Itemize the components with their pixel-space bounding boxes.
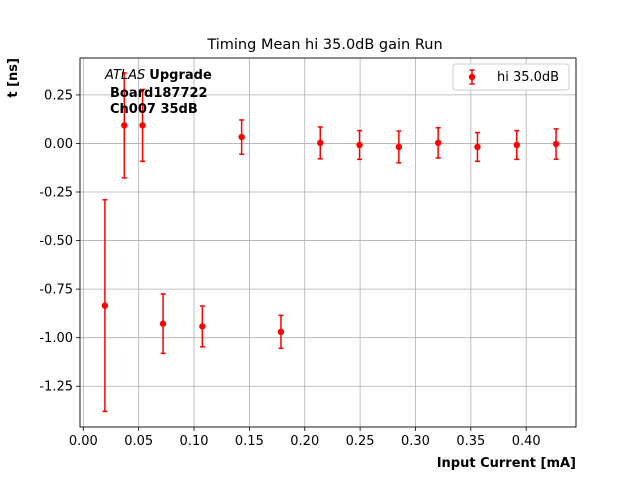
x-axis-label: Input Current [mA] [437, 456, 576, 471]
point-marker [159, 320, 167, 327]
chart-title: Timing Mean hi 35.0dB gain Run [206, 37, 442, 53]
y-axis: -1.25 -1.00 -0.75 -0.50 -0.25 0.00 0.25 [39, 88, 80, 395]
data-point [199, 305, 206, 348]
point-marker [356, 141, 363, 149]
x-tick-label: 0.00 [69, 434, 98, 449]
y-tick-label: -0.25 [39, 186, 73, 201]
y-tick-label: -0.75 [39, 283, 73, 298]
x-tick-label: 0.35 [456, 434, 485, 449]
point-marker [139, 122, 146, 129]
y-tick-label: 0.00 [44, 137, 73, 152]
point-marker [474, 143, 481, 151]
annotation-board: Board187722 [110, 86, 208, 101]
y-tick-label: 0.25 [44, 88, 73, 103]
annotation-channel: Ch007 35dB [110, 102, 198, 117]
point-marker [101, 302, 109, 309]
x-tick-label: 0.40 [512, 434, 541, 449]
x-tick-label: 0.15 [235, 434, 264, 449]
x-tick-label: 0.20 [290, 434, 319, 449]
point-marker [121, 122, 128, 129]
legend-label: hi 35.0dB [497, 70, 559, 85]
data-point [277, 314, 285, 350]
data-point [552, 128, 560, 160]
point-marker [552, 140, 560, 148]
data-point [159, 293, 167, 355]
annotation-experiment: ATLAS [104, 68, 145, 83]
point-marker [277, 328, 285, 336]
plot-frame [79, 57, 577, 428]
y-tick-label: -1.00 [39, 331, 73, 346]
x-tick-label: 0.30 [401, 434, 430, 449]
grid [80, 58, 576, 427]
data-point [513, 129, 520, 161]
data-point [474, 131, 481, 163]
y-tick-label: -0.50 [39, 234, 73, 249]
y-tick-label: -1.25 [39, 380, 73, 395]
x-tick-label: 0.10 [180, 434, 209, 449]
point-marker [513, 141, 520, 149]
x-tick-label: 0.05 [124, 434, 153, 449]
point-marker [395, 143, 403, 151]
legend: hi 35.0dB [452, 63, 570, 91]
data-point [101, 199, 109, 413]
point-marker [434, 139, 442, 147]
point-marker [317, 139, 324, 147]
y-axis-label: t [ns] [6, 58, 21, 98]
annotation: ATLAS Upgrade Board187722 Ch007 35dB [104, 68, 212, 117]
annotation-tag: Upgrade [149, 68, 212, 83]
x-axis: 0.00 0.05 0.10 0.15 0.20 0.25 0.30 0.35 0.40 [69, 427, 541, 449]
point-marker [238, 133, 245, 141]
data-point [356, 129, 363, 161]
data-point [395, 130, 403, 164]
point-marker [199, 323, 206, 330]
legend-marker [468, 73, 476, 81]
data-point [238, 119, 245, 155]
x-tick-label: 0.25 [346, 434, 375, 449]
legend-box [452, 63, 570, 91]
data-series [101, 72, 560, 413]
data-point [317, 126, 324, 160]
data-point [121, 72, 128, 179]
data-point [434, 126, 442, 159]
data-point [139, 88, 146, 163]
